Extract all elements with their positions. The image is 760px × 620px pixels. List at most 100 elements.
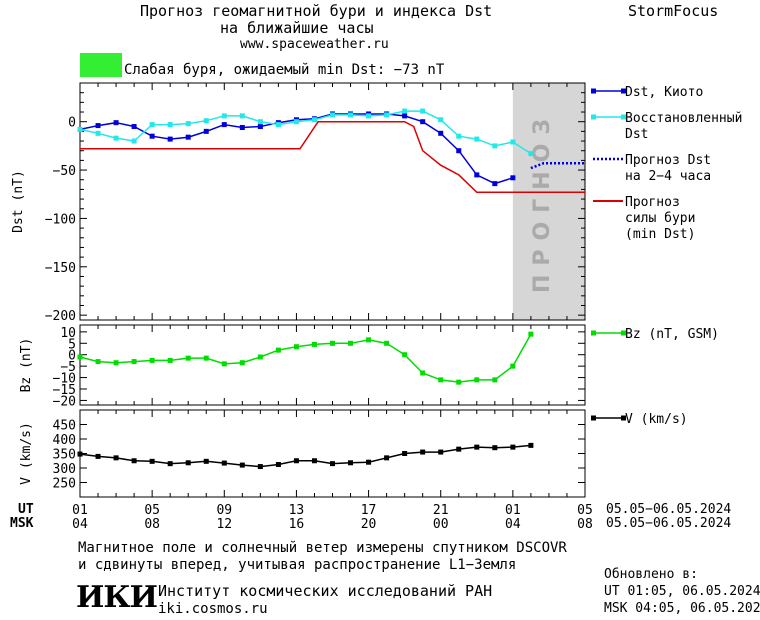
series-point — [77, 451, 83, 457]
series-point — [510, 444, 516, 450]
legend-swatch-marker — [621, 330, 626, 336]
msk-axis-label: MSK — [10, 516, 34, 531]
x-tick-label-ut: 01 — [72, 503, 88, 518]
y-tick-label: −5 — [60, 360, 76, 375]
series-line-1-0 — [79, 333, 532, 383]
series-point — [402, 113, 408, 119]
legend-swatch-marker — [621, 88, 626, 94]
brand-name: StormFocus — [628, 2, 719, 20]
series-point — [420, 119, 426, 125]
y-tick-label: 450 — [53, 419, 76, 434]
y-tick-label: 400 — [53, 433, 76, 448]
storm-status-text: Слабая буря, ожидаемый min Dst: −73 nT — [124, 62, 445, 78]
series-point — [239, 113, 245, 119]
series-point — [492, 181, 498, 187]
plot-frame — [79, 82, 586, 321]
series-point — [131, 458, 137, 464]
series-point — [167, 136, 173, 142]
series-point — [474, 377, 480, 383]
y-tick-label: 5 — [68, 337, 76, 352]
series-point — [167, 357, 173, 363]
series-point — [402, 108, 408, 114]
legend-swatch-marker — [591, 88, 596, 94]
series-line-0-2 — [530, 162, 585, 170]
series-point — [384, 112, 390, 118]
site-url: www.spaceweather.ru — [240, 37, 389, 52]
legend-label: V (km/s) — [625, 412, 688, 427]
series-point — [402, 352, 408, 358]
series-point — [528, 151, 534, 157]
x-tick-label-ut: 21 — [433, 503, 449, 518]
chart-title-line2: на ближайшие часы — [220, 19, 374, 37]
series-point — [113, 135, 119, 141]
footer-note-line2: и сдвинуты вперед, учитывая распростране… — [78, 557, 517, 573]
y-tick-label: −50 — [53, 164, 76, 179]
series-point — [203, 118, 209, 124]
series-point — [474, 172, 480, 178]
series-point — [510, 139, 516, 145]
series-line-0-1 — [79, 110, 532, 155]
series-point — [311, 341, 317, 347]
series-point — [384, 455, 390, 461]
series-point — [438, 377, 444, 383]
series-point — [366, 337, 372, 343]
series-point — [474, 444, 480, 450]
series-point — [348, 112, 354, 118]
x-tick-label-ut: 17 — [361, 503, 377, 518]
x-tick-label-ut: 05 — [144, 503, 160, 518]
x-tick-label-ut: 05 — [577, 503, 593, 518]
series-point — [293, 458, 299, 464]
legend-swatch-marker — [591, 330, 596, 336]
series-point — [113, 360, 119, 366]
series-point — [348, 340, 354, 346]
series-point — [221, 113, 227, 119]
series-point — [221, 361, 227, 367]
series-point — [456, 446, 462, 452]
series-point — [420, 108, 426, 114]
y-tick-label: −20 — [53, 394, 76, 409]
series-point — [293, 344, 299, 350]
series-point — [528, 442, 534, 448]
series-point — [95, 359, 101, 365]
updated-ut: UT 01:05, 06.05.2024 — [604, 584, 760, 599]
series-point — [113, 455, 119, 461]
y-tick-label: −100 — [45, 212, 76, 227]
series-point — [131, 124, 137, 130]
updated-label: Обновлено в: — [604, 567, 698, 582]
series-point — [257, 119, 263, 125]
series-point — [203, 355, 209, 361]
footer-note-line1: Магнитное поле и солнечный ветер измерен… — [78, 540, 567, 556]
legend-swatch-marker — [621, 114, 626, 120]
series-point — [510, 175, 516, 181]
series-point — [293, 119, 299, 125]
series-point — [311, 458, 317, 464]
series-point — [185, 460, 191, 466]
series-point — [149, 133, 155, 139]
series-point — [239, 124, 245, 130]
series-point — [149, 458, 155, 464]
series-point — [257, 464, 263, 470]
series-point — [95, 123, 101, 129]
series-point — [420, 449, 426, 455]
updated-msk: MSK 04:05, 06.05.2024 — [604, 601, 760, 616]
x-tick-label-msk: 04 — [72, 517, 88, 532]
legend-label: Dst — [625, 127, 648, 142]
legend-label: (min Dst) — [625, 227, 695, 242]
institute-site[interactable]: iki.cosmos.ru — [158, 601, 268, 617]
series-point — [239, 462, 245, 468]
y-tick-label: −15 — [53, 383, 76, 398]
y-axis-label: Dst (nT) — [11, 170, 26, 233]
series-line-0-3 — [80, 120, 585, 194]
series-point — [474, 136, 480, 142]
series-point — [275, 462, 281, 468]
series-point — [492, 377, 498, 383]
series-point — [185, 134, 191, 140]
series-point — [203, 458, 209, 464]
series-point — [167, 461, 173, 467]
y-tick-label: 250 — [53, 477, 76, 492]
x-tick-label-ut: 01 — [505, 503, 521, 518]
series-point — [366, 459, 372, 465]
legend-label: Восстановленный — [625, 111, 742, 126]
series-point — [492, 445, 498, 451]
